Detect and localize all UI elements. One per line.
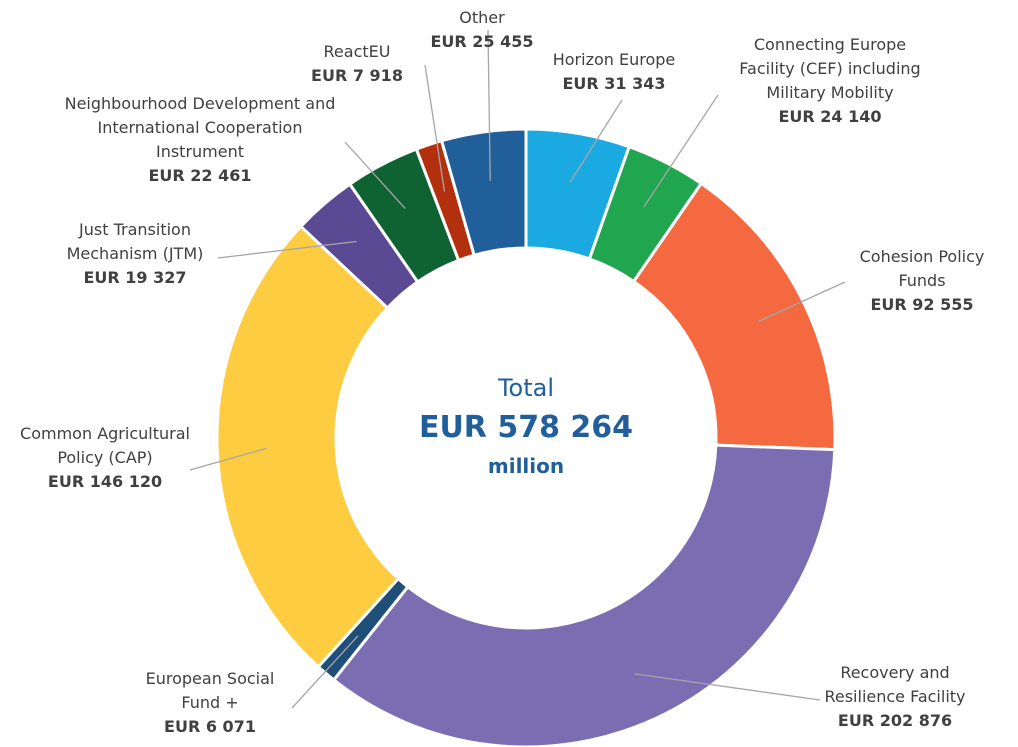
- slice: [439, 127, 528, 258]
- value-label: EUR 146 120: [47, 472, 163, 491]
- category-label: Common Agricultural Policy (CAP): [20, 424, 190, 467]
- center-title: Total: [497, 374, 555, 402]
- leader-line: [634, 673, 821, 701]
- value-label: EUR 7 918: [311, 66, 403, 85]
- leader-line: [569, 99, 623, 183]
- category-label: Other: [459, 8, 505, 27]
- value-label: EUR 25 455: [430, 32, 534, 51]
- slice-label: Neighbourhood Development and Internatio…: [60, 92, 340, 188]
- slice-label: Just Transition Mechanism (JTM) EUR 19 32…: [55, 218, 215, 290]
- slice-label: Other EUR 25 455: [417, 6, 547, 54]
- value-label: EUR 202 876: [837, 711, 953, 730]
- leader-line: [217, 240, 357, 259]
- value-label: EUR 19 327: [83, 268, 187, 287]
- category-label: Connecting Europe Facility (CEF) includi…: [739, 35, 921, 102]
- slice-label: ReactEU EUR 7 918: [292, 40, 422, 88]
- category-label: Cohesion Policy Funds: [859, 247, 985, 290]
- slice-label: Connecting Europe Facility (CEF) includi…: [725, 33, 935, 129]
- category-label: Just Transition Mechanism (JTM): [66, 220, 204, 263]
- leader-line: [189, 447, 267, 471]
- category-label: European Social Fund +: [145, 669, 275, 712]
- slice: [215, 224, 401, 669]
- slice-label: Recovery and Resilience Facility EUR 202 …: [810, 661, 980, 733]
- value-label: EUR 22 461: [148, 166, 252, 185]
- value-label: EUR 24 140: [778, 107, 882, 126]
- slice: [331, 443, 837, 747]
- leader-line: [643, 94, 719, 208]
- value-label: EUR 92 555: [870, 295, 974, 314]
- slice-label: Cohesion Policy Funds EUR 92 555: [847, 245, 997, 317]
- value-label: EUR 6 071: [164, 717, 256, 736]
- slice-label: European Social Fund + EUR 6 071: [130, 667, 290, 739]
- leader-line: [344, 141, 406, 209]
- leader-line: [291, 635, 359, 709]
- total-unit: million: [487, 454, 565, 478]
- category-label: Neighbourhood Development and Internatio…: [64, 94, 336, 161]
- category-label: Recovery and Resilience Facility: [824, 663, 966, 706]
- category-label: Horizon Europe: [552, 50, 676, 69]
- leader-line: [424, 64, 446, 192]
- value-label: EUR 31 343: [562, 74, 666, 93]
- category-label: ReactEU: [323, 42, 391, 61]
- leader-line: [757, 281, 846, 323]
- slice-label: Common Agricultural Policy (CAP) EUR 146 …: [15, 422, 195, 494]
- leader-line: [487, 29, 491, 181]
- total-label: EUR 578 264: [418, 410, 634, 445]
- slice: [631, 181, 837, 452]
- slice-label: Horizon Europe EUR 31 343: [529, 48, 699, 96]
